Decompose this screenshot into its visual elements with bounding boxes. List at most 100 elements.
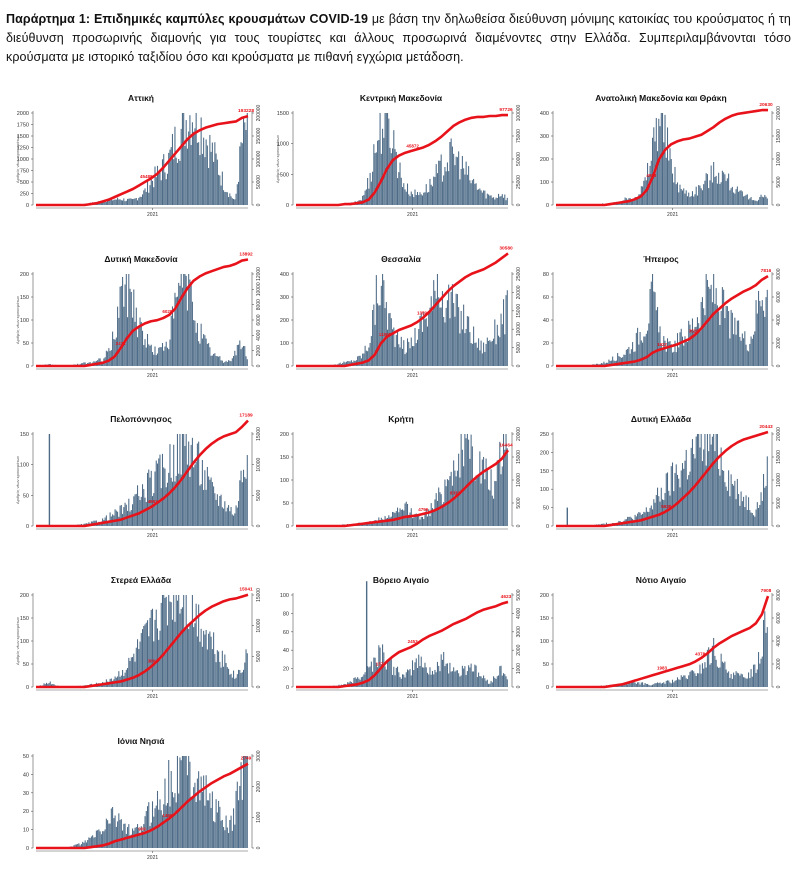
bar <box>673 182 674 205</box>
bar <box>244 122 245 205</box>
cumulative-annotation: 2471 <box>116 341 127 346</box>
bar <box>471 183 472 205</box>
bars-group <box>67 434 248 526</box>
y2-tick-label: 5000 <box>256 651 262 662</box>
bar <box>404 503 405 526</box>
bar <box>683 346 684 366</box>
bar <box>239 340 240 366</box>
y-tick-label: 750 <box>20 169 29 175</box>
bar <box>438 488 439 526</box>
bars-group <box>67 113 248 205</box>
bar <box>454 672 455 687</box>
bar <box>428 311 429 366</box>
bar <box>137 485 138 526</box>
bar <box>141 633 142 687</box>
bar <box>153 817 154 848</box>
bar <box>194 783 195 848</box>
bar <box>130 511 131 526</box>
bar <box>477 348 478 366</box>
bar <box>211 477 212 526</box>
y-tick-label: 80 <box>283 611 289 617</box>
bar <box>429 308 430 366</box>
bar <box>667 338 668 366</box>
final-total-label: 2749 <box>241 756 252 762</box>
bar <box>761 492 762 526</box>
bar <box>411 338 412 366</box>
bar <box>407 338 408 366</box>
bar <box>466 329 467 366</box>
bar <box>365 191 366 205</box>
bar <box>125 201 126 205</box>
bar <box>721 311 722 366</box>
bar <box>489 490 490 526</box>
bar <box>699 186 700 205</box>
bar <box>491 342 492 366</box>
bar <box>753 335 754 366</box>
y2-tick-label: 6000 <box>256 314 262 325</box>
bar <box>698 673 699 687</box>
bar <box>431 503 432 526</box>
bar <box>125 503 126 526</box>
y2-tick-label: 2000 <box>256 781 262 792</box>
bar <box>146 348 147 366</box>
y2-tick-label: 12000 <box>256 267 262 281</box>
bar <box>759 301 760 366</box>
bar <box>763 197 764 205</box>
bar <box>474 184 475 205</box>
bar <box>630 354 631 366</box>
bar <box>191 145 192 205</box>
bar <box>484 678 485 687</box>
bar <box>144 188 145 205</box>
bar <box>741 674 742 687</box>
bar <box>438 161 439 205</box>
bar <box>236 355 237 366</box>
bar <box>371 182 372 205</box>
bar <box>498 675 499 687</box>
bar <box>224 192 225 205</box>
y-tick-label: 400 <box>540 111 549 117</box>
bar <box>120 199 121 205</box>
bar <box>168 473 169 526</box>
bar <box>231 816 232 848</box>
bar <box>461 169 462 205</box>
bar <box>206 339 207 366</box>
bar <box>444 167 445 205</box>
bar <box>724 482 725 526</box>
bar <box>127 199 128 205</box>
bar <box>133 496 134 526</box>
bar <box>393 130 394 205</box>
bar <box>473 179 474 205</box>
bar <box>464 666 465 687</box>
bar <box>667 472 668 526</box>
bar <box>143 345 144 366</box>
bar <box>507 290 508 366</box>
bar <box>157 354 158 366</box>
bar <box>208 168 209 205</box>
y-tick-label: 60 <box>283 630 289 636</box>
bar <box>487 680 488 687</box>
bar <box>423 668 424 687</box>
bar <box>219 496 220 526</box>
bar <box>375 325 376 366</box>
bar <box>666 352 667 366</box>
bar <box>497 325 498 366</box>
y2-tick-label: 50000 <box>256 175 262 189</box>
bar <box>676 680 677 687</box>
bar <box>232 514 233 526</box>
bar <box>671 683 672 687</box>
bar <box>496 198 497 205</box>
bar <box>397 330 398 366</box>
bar <box>233 199 234 205</box>
bar <box>494 678 495 687</box>
bar <box>494 199 495 205</box>
bar <box>761 195 762 205</box>
bar <box>746 345 747 366</box>
bar <box>421 313 422 366</box>
bars-group <box>327 113 508 205</box>
bar <box>388 660 389 687</box>
bar <box>492 682 493 687</box>
bar <box>469 459 470 526</box>
bar <box>246 356 247 366</box>
bar <box>385 113 386 205</box>
